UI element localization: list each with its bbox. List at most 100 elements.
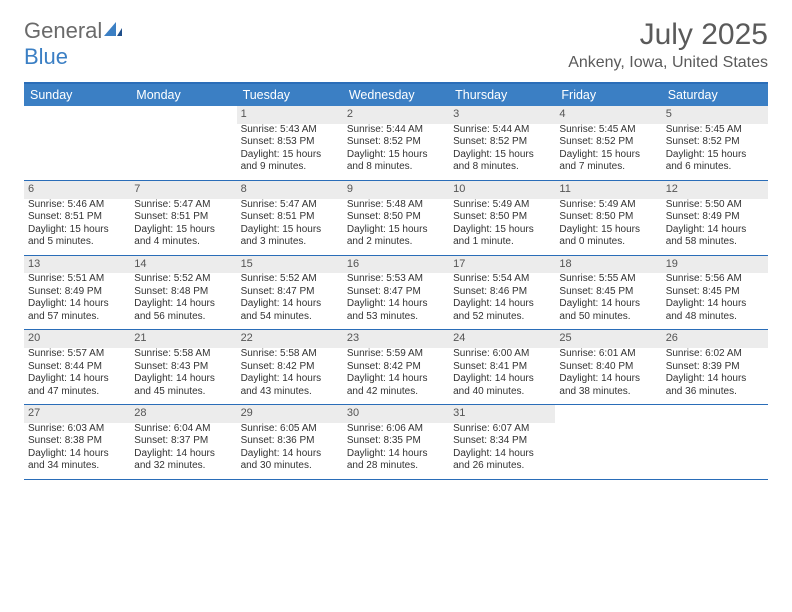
calendar-day: 10Sunrise: 5:49 AMSunset: 8:50 PMDayligh… xyxy=(449,181,555,255)
day-number: 24 xyxy=(449,330,555,348)
day-number: 21 xyxy=(130,330,236,348)
day-daylight1: Daylight: 14 hours xyxy=(559,298,657,311)
day-sunrise: Sunrise: 5:45 AM xyxy=(559,124,657,137)
day-info: Sunrise: 6:01 AMSunset: 8:40 PMDaylight:… xyxy=(555,348,661,404)
calendar-week: 6Sunrise: 5:46 AMSunset: 8:51 PMDaylight… xyxy=(24,181,768,256)
day-daylight2: and 30 minutes. xyxy=(241,460,339,473)
day-sunrise: Sunrise: 6:03 AM xyxy=(28,423,126,436)
day-info: Sunrise: 6:06 AMSunset: 8:35 PMDaylight:… xyxy=(343,423,449,479)
day-sunset: Sunset: 8:42 PM xyxy=(347,361,445,374)
day-daylight1: Daylight: 14 hours xyxy=(559,373,657,386)
day-number: 31 xyxy=(449,405,555,423)
calendar-day: 29Sunrise: 6:05 AMSunset: 8:36 PMDayligh… xyxy=(237,405,343,479)
day-sunset: Sunset: 8:49 PM xyxy=(666,211,764,224)
day-daylight1: Daylight: 14 hours xyxy=(347,298,445,311)
day-sunrise: Sunrise: 5:49 AM xyxy=(453,199,551,212)
day-daylight2: and 6 minutes. xyxy=(666,161,764,174)
day-info: Sunrise: 5:52 AMSunset: 8:47 PMDaylight:… xyxy=(237,273,343,329)
day-number xyxy=(130,106,236,124)
day-sunset: Sunset: 8:45 PM xyxy=(666,286,764,299)
day-sunrise: Sunrise: 5:46 AM xyxy=(28,199,126,212)
day-daylight1: Daylight: 15 hours xyxy=(453,224,551,237)
day-daylight2: and 40 minutes. xyxy=(453,386,551,399)
day-info: Sunrise: 5:44 AMSunset: 8:52 PMDaylight:… xyxy=(449,124,555,180)
day-sunset: Sunset: 8:52 PM xyxy=(666,136,764,149)
day-daylight2: and 42 minutes. xyxy=(347,386,445,399)
day-number: 8 xyxy=(237,181,343,199)
calendar-body: 1Sunrise: 5:43 AMSunset: 8:53 PMDaylight… xyxy=(24,106,768,480)
day-info: Sunrise: 5:47 AMSunset: 8:51 PMDaylight:… xyxy=(237,199,343,255)
day-info: Sunrise: 5:53 AMSunset: 8:47 PMDaylight:… xyxy=(343,273,449,329)
day-daylight1: Daylight: 14 hours xyxy=(241,373,339,386)
sail-icon xyxy=(102,18,124,44)
calendar-day: 26Sunrise: 6:02 AMSunset: 8:39 PMDayligh… xyxy=(662,330,768,404)
day-daylight1: Daylight: 14 hours xyxy=(241,298,339,311)
day-daylight2: and 56 minutes. xyxy=(134,311,232,324)
calendar-day: 1Sunrise: 5:43 AMSunset: 8:53 PMDaylight… xyxy=(237,106,343,180)
day-info: Sunrise: 5:55 AMSunset: 8:45 PMDaylight:… xyxy=(555,273,661,329)
day-number: 15 xyxy=(237,256,343,274)
day-daylight1: Daylight: 14 hours xyxy=(453,298,551,311)
day-sunset: Sunset: 8:51 PM xyxy=(134,211,232,224)
brand-text-a: General xyxy=(24,18,102,43)
day-daylight2: and 48 minutes. xyxy=(666,311,764,324)
day-sunset: Sunset: 8:35 PM xyxy=(347,435,445,448)
brand-text: GeneralBlue xyxy=(24,18,124,70)
day-sunrise: Sunrise: 5:44 AM xyxy=(347,124,445,137)
day-info: Sunrise: 5:50 AMSunset: 8:49 PMDaylight:… xyxy=(662,199,768,255)
day-daylight2: and 34 minutes. xyxy=(28,460,126,473)
day-daylight2: and 8 minutes. xyxy=(347,161,445,174)
day-number: 18 xyxy=(555,256,661,274)
day-daylight1: Daylight: 14 hours xyxy=(347,448,445,461)
day-sunrise: Sunrise: 6:01 AM xyxy=(559,348,657,361)
calendar-day: 9Sunrise: 5:48 AMSunset: 8:50 PMDaylight… xyxy=(343,181,449,255)
day-daylight2: and 57 minutes. xyxy=(28,311,126,324)
page-title: July 2025 xyxy=(568,18,768,52)
day-daylight2: and 28 minutes. xyxy=(347,460,445,473)
day-info: Sunrise: 5:49 AMSunset: 8:50 PMDaylight:… xyxy=(449,199,555,255)
day-header-mon: Monday xyxy=(130,84,236,106)
day-daylight2: and 50 minutes. xyxy=(559,311,657,324)
calendar-day: 16Sunrise: 5:53 AMSunset: 8:47 PMDayligh… xyxy=(343,256,449,330)
day-number: 22 xyxy=(237,330,343,348)
calendar-day: 5Sunrise: 5:45 AMSunset: 8:52 PMDaylight… xyxy=(662,106,768,180)
day-number: 30 xyxy=(343,405,449,423)
calendar-day: 11Sunrise: 5:49 AMSunset: 8:50 PMDayligh… xyxy=(555,181,661,255)
day-info: Sunrise: 5:48 AMSunset: 8:50 PMDaylight:… xyxy=(343,199,449,255)
day-info: Sunrise: 5:58 AMSunset: 8:43 PMDaylight:… xyxy=(130,348,236,404)
calendar-day: 12Sunrise: 5:50 AMSunset: 8:49 PMDayligh… xyxy=(662,181,768,255)
day-sunrise: Sunrise: 5:48 AM xyxy=(347,199,445,212)
day-daylight1: Daylight: 14 hours xyxy=(453,448,551,461)
day-daylight1: Daylight: 15 hours xyxy=(559,149,657,162)
day-daylight2: and 0 minutes. xyxy=(559,236,657,249)
day-daylight1: Daylight: 15 hours xyxy=(453,149,551,162)
day-sunrise: Sunrise: 6:05 AM xyxy=(241,423,339,436)
day-sunset: Sunset: 8:51 PM xyxy=(28,211,126,224)
day-daylight1: Daylight: 15 hours xyxy=(134,224,232,237)
day-number: 5 xyxy=(662,106,768,124)
day-sunrise: Sunrise: 5:59 AM xyxy=(347,348,445,361)
day-daylight2: and 43 minutes. xyxy=(241,386,339,399)
day-number: 4 xyxy=(555,106,661,124)
day-header-thu: Thursday xyxy=(449,84,555,106)
day-daylight2: and 3 minutes. xyxy=(241,236,339,249)
day-sunset: Sunset: 8:46 PM xyxy=(453,286,551,299)
calendar-day xyxy=(130,106,236,180)
day-daylight1: Daylight: 14 hours xyxy=(134,448,232,461)
day-info: Sunrise: 5:43 AMSunset: 8:53 PMDaylight:… xyxy=(237,124,343,180)
calendar-day: 13Sunrise: 5:51 AMSunset: 8:49 PMDayligh… xyxy=(24,256,130,330)
day-daylight2: and 45 minutes. xyxy=(134,386,232,399)
day-number: 29 xyxy=(237,405,343,423)
calendar-day xyxy=(662,405,768,479)
day-daylight2: and 47 minutes. xyxy=(28,386,126,399)
day-info: Sunrise: 5:58 AMSunset: 8:42 PMDaylight:… xyxy=(237,348,343,404)
location-text: Ankeny, Iowa, United States xyxy=(568,54,768,72)
day-sunset: Sunset: 8:39 PM xyxy=(666,361,764,374)
day-sunrise: Sunrise: 5:50 AM xyxy=(666,199,764,212)
calendar-day: 23Sunrise: 5:59 AMSunset: 8:42 PMDayligh… xyxy=(343,330,449,404)
day-sunset: Sunset: 8:36 PM xyxy=(241,435,339,448)
day-number xyxy=(24,106,130,124)
calendar-day: 3Sunrise: 5:44 AMSunset: 8:52 PMDaylight… xyxy=(449,106,555,180)
day-sunset: Sunset: 8:43 PM xyxy=(134,361,232,374)
day-info: Sunrise: 6:02 AMSunset: 8:39 PMDaylight:… xyxy=(662,348,768,404)
